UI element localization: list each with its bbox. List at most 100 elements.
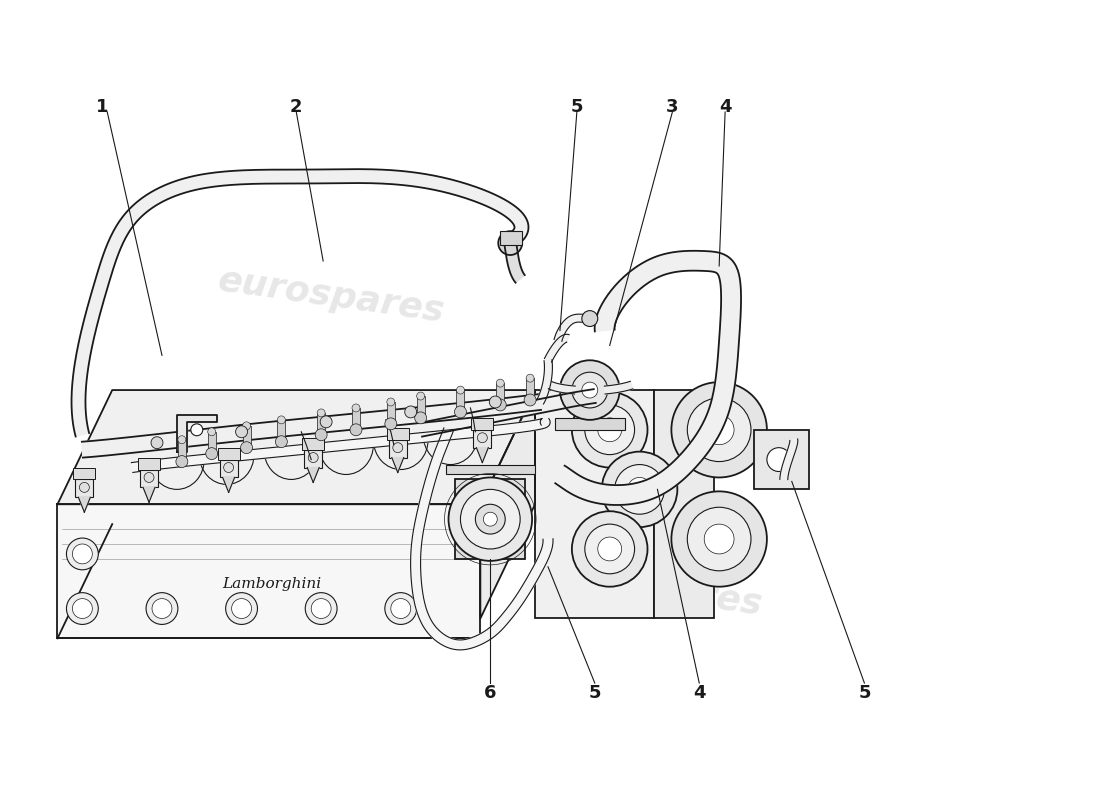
Polygon shape [604, 382, 632, 394]
Circle shape [671, 491, 767, 586]
Bar [178, 440, 186, 462]
Text: Lamborghini: Lamborghini [222, 577, 321, 590]
Circle shape [311, 598, 331, 618]
Bar [243, 426, 251, 448]
Polygon shape [537, 360, 552, 404]
Polygon shape [476, 448, 488, 462]
Polygon shape [419, 389, 596, 437]
Circle shape [475, 504, 505, 534]
Circle shape [526, 374, 535, 382]
Circle shape [615, 465, 664, 514]
Circle shape [449, 478, 532, 561]
Bar [535, 390, 654, 618]
Circle shape [206, 448, 218, 459]
Bar [556, 418, 625, 430]
Polygon shape [556, 250, 741, 505]
Circle shape [151, 437, 163, 449]
Circle shape [572, 392, 648, 467]
Text: 2: 2 [290, 98, 303, 116]
Circle shape [387, 398, 395, 406]
Polygon shape [81, 394, 541, 458]
Circle shape [461, 490, 520, 549]
Bar [76, 479, 94, 498]
Circle shape [73, 544, 92, 564]
Polygon shape [78, 498, 90, 512]
Circle shape [178, 436, 186, 444]
Polygon shape [504, 242, 525, 282]
Circle shape [496, 379, 504, 387]
Bar [446, 465, 535, 474]
Polygon shape [57, 390, 535, 504]
Text: eurospares: eurospares [216, 263, 447, 329]
Circle shape [572, 511, 648, 586]
Bar [456, 390, 464, 412]
Circle shape [144, 473, 154, 482]
Bar [388, 440, 407, 458]
Text: 4: 4 [719, 98, 732, 116]
Circle shape [560, 360, 619, 420]
Circle shape [66, 593, 98, 625]
Circle shape [477, 433, 487, 442]
Circle shape [305, 593, 337, 625]
Circle shape [350, 424, 362, 436]
Bar [220, 459, 238, 478]
Bar [526, 378, 535, 400]
Polygon shape [131, 418, 550, 473]
Circle shape [704, 524, 734, 554]
Bar [500, 231, 522, 245]
Circle shape [454, 406, 466, 418]
Circle shape [582, 382, 597, 398]
Bar [74, 467, 96, 479]
Circle shape [585, 524, 635, 574]
Polygon shape [481, 390, 535, 618]
Bar [455, 479, 525, 559]
Circle shape [243, 422, 251, 430]
Polygon shape [112, 390, 535, 504]
Bar [496, 383, 504, 405]
Circle shape [232, 598, 252, 618]
Bar [305, 450, 322, 467]
Circle shape [390, 598, 410, 618]
Circle shape [498, 231, 522, 255]
Circle shape [602, 452, 678, 527]
Polygon shape [554, 314, 585, 342]
Polygon shape [72, 169, 528, 437]
Bar [352, 408, 360, 430]
Polygon shape [410, 428, 553, 650]
Circle shape [66, 538, 98, 570]
Polygon shape [780, 439, 798, 479]
Circle shape [585, 405, 635, 454]
Circle shape [320, 416, 332, 428]
Circle shape [597, 418, 622, 442]
Circle shape [79, 482, 89, 492]
Circle shape [490, 396, 502, 408]
Circle shape [152, 598, 172, 618]
Circle shape [597, 537, 622, 561]
Circle shape [176, 456, 188, 467]
Circle shape [241, 442, 253, 454]
Text: 1: 1 [96, 98, 109, 116]
Bar [473, 430, 492, 448]
Bar [472, 418, 493, 430]
Circle shape [393, 442, 403, 453]
Text: 4: 4 [693, 684, 705, 702]
Circle shape [275, 436, 287, 448]
Polygon shape [307, 467, 319, 482]
Circle shape [456, 386, 464, 394]
Bar [387, 428, 409, 440]
Bar [654, 390, 714, 618]
Text: 3: 3 [667, 98, 679, 116]
Text: 5: 5 [858, 684, 871, 702]
Bar [302, 438, 324, 450]
Polygon shape [548, 382, 575, 394]
Circle shape [688, 507, 751, 571]
Circle shape [494, 399, 506, 411]
Bar [417, 396, 425, 418]
Circle shape [146, 593, 178, 625]
Text: eurospares: eurospares [534, 556, 766, 622]
Bar [139, 458, 159, 470]
Circle shape [704, 415, 734, 445]
Circle shape [73, 598, 92, 618]
Circle shape [385, 418, 397, 430]
Circle shape [385, 593, 417, 625]
